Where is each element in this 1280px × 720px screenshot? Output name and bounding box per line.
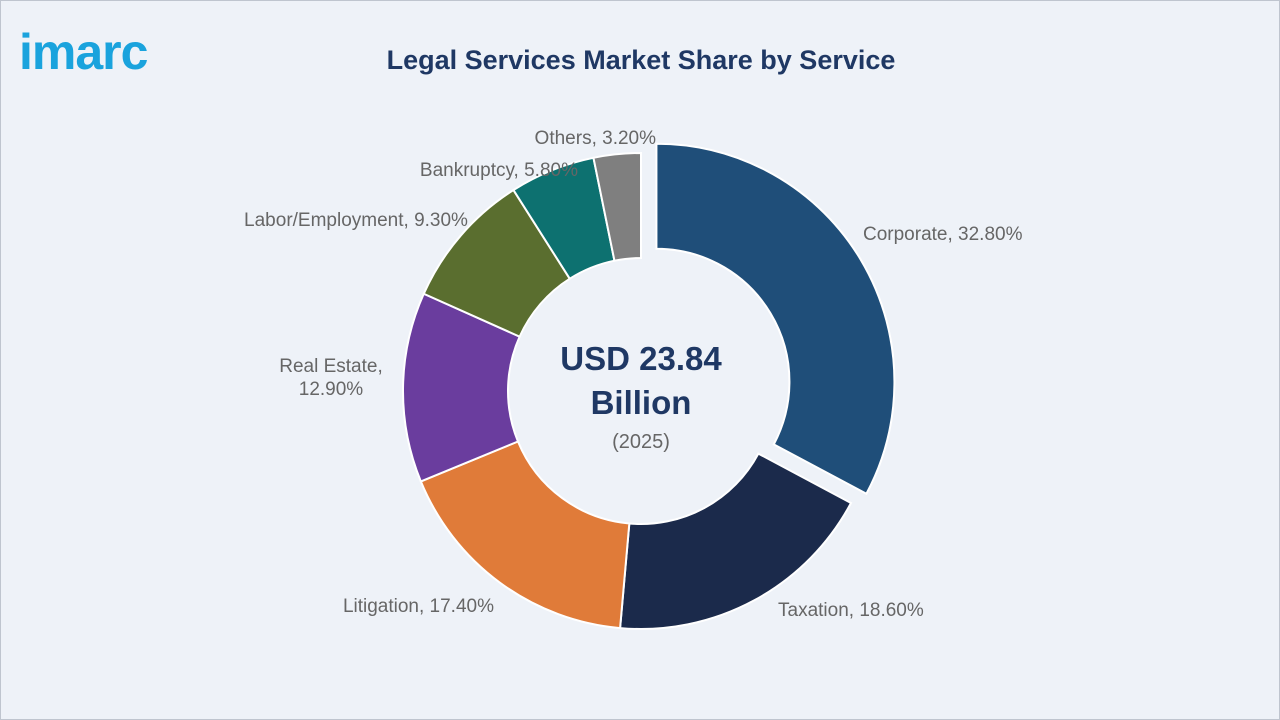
data-label: Corporate, 32.80% xyxy=(863,224,1023,245)
logo: imarc xyxy=(19,24,148,80)
data-label: Litigation, 17.40% xyxy=(342,596,494,617)
donut-slice xyxy=(655,142,896,496)
data-label: Others, 3.20% xyxy=(534,128,656,149)
donut-slice xyxy=(619,452,853,630)
data-label: Labor/Employment, 9.30% xyxy=(244,210,468,231)
data-label: Taxation, 18.60% xyxy=(778,600,924,621)
data-label: Real Estate, 12.90% xyxy=(279,356,383,400)
center-sublabel: (2025) xyxy=(612,431,670,453)
donut-slice xyxy=(419,440,631,630)
donut-slice xyxy=(592,151,642,262)
center-label: USD 23.84 Billion xyxy=(560,340,722,421)
chart-title: Legal Services Market Share by Service xyxy=(386,45,896,75)
data-label: Bankruptcy, 5.80% xyxy=(419,160,578,181)
